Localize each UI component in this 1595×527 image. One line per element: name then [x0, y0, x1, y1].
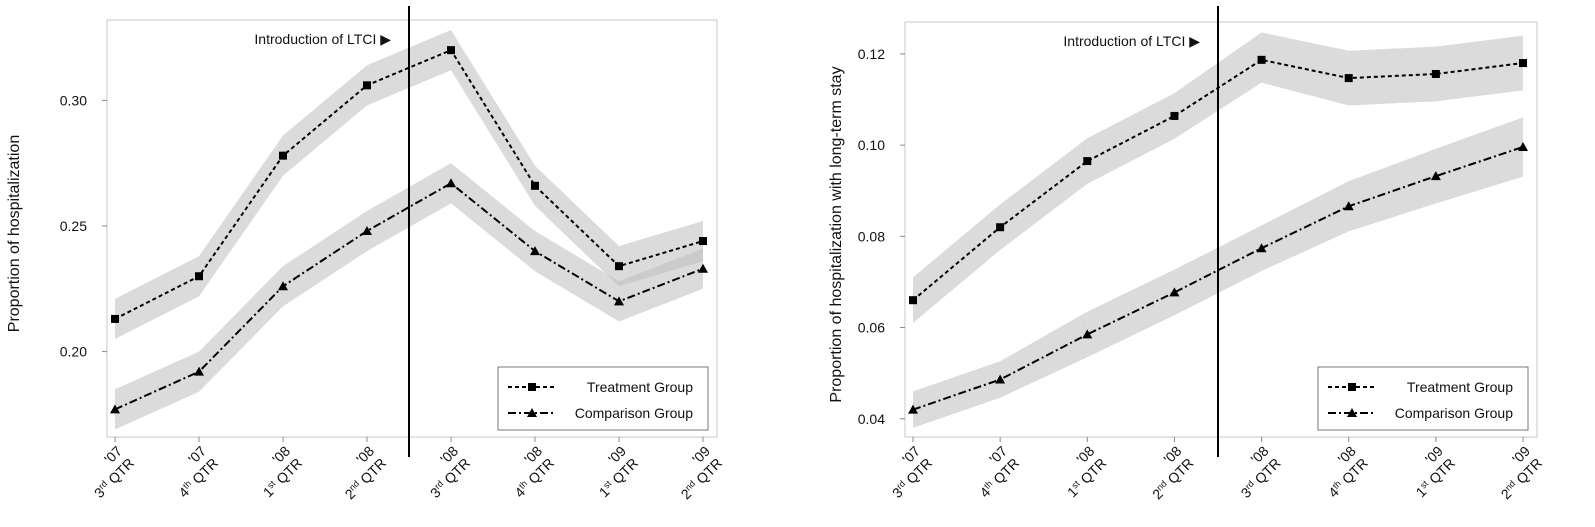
point-marker — [995, 374, 1006, 384]
x-tick-label: '074th QTR — [964, 443, 1022, 501]
x-tick-label: '084th QTR — [1313, 443, 1371, 501]
point-marker — [1170, 111, 1179, 120]
legend-label: Comparison Group — [1395, 405, 1513, 421]
y-tick-label: 0.12 — [858, 46, 885, 62]
x-tick-label: '091st QTR — [1401, 443, 1459, 501]
point-marker — [1430, 171, 1441, 181]
point-marker — [1344, 74, 1353, 83]
x-tick-label: '083rd QTR — [1226, 443, 1284, 501]
point-marker — [362, 226, 372, 236]
y-tick-label: 0.04 — [858, 411, 885, 427]
point-marker — [446, 178, 456, 188]
point-marker — [1519, 59, 1527, 68]
annotation: Introduction of LTCI ▶ — [1063, 33, 1200, 49]
point-marker — [531, 181, 539, 190]
y-tick-label: 0.30 — [60, 92, 87, 108]
point-marker — [195, 272, 203, 281]
confidence-band — [913, 361, 1001, 428]
legend-marker — [1347, 408, 1357, 417]
x-tick-label: '084th QTR — [499, 443, 557, 501]
x-tick-label: '074th QTR — [163, 443, 221, 501]
legend: Treatment Group Comparison Group — [1317, 366, 1529, 431]
point-marker — [363, 81, 371, 90]
legend: Treatment Group Comparison Group — [497, 366, 709, 431]
point-marker — [1431, 69, 1440, 78]
x-tick-label: '091st QTR — [584, 443, 642, 501]
point-marker — [110, 404, 120, 414]
legend-label: Treatment Group — [587, 379, 693, 395]
legend-box — [497, 366, 709, 431]
chart-panel: 0.20 0.25 0.30 Proportion of hospitalizatio… — [6, 6, 725, 502]
x-tick-label: '081st QTR — [248, 443, 306, 501]
point-marker — [614, 296, 624, 306]
confidence-band — [115, 351, 199, 430]
y-tick-label: 0.10 — [858, 137, 885, 153]
x-tick-label: '073rd QTR — [79, 443, 137, 501]
series-line — [912, 58, 1524, 301]
point-marker — [1343, 201, 1354, 211]
confidence-band — [1348, 148, 1436, 232]
point-marker — [996, 223, 1005, 232]
series-line — [114, 182, 704, 411]
confidence-band — [115, 256, 199, 340]
point-marker — [908, 404, 918, 414]
point-marker — [1169, 287, 1180, 297]
confidence-band — [199, 135, 283, 297]
legend-label: Treatment Group — [1407, 379, 1513, 395]
point-marker — [278, 281, 288, 291]
point-marker — [615, 262, 623, 271]
point-marker — [111, 314, 119, 323]
point-marker — [1083, 157, 1092, 166]
x-tick-label: '082nd QTR — [1137, 443, 1197, 503]
y-tick-label: 0.06 — [858, 320, 885, 336]
confidence-band — [1435, 117, 1523, 204]
point-marker — [1082, 329, 1093, 339]
x-tick-label: '081st QTR — [1052, 443, 1110, 501]
y-tick-label: 0.08 — [858, 228, 885, 244]
point-marker — [1256, 243, 1267, 253]
x-tick-label: '083rd QTR — [415, 443, 473, 501]
confidence-band — [1087, 93, 1175, 184]
point-marker — [194, 366, 204, 376]
x-tick-label: '082nd QTR — [330, 443, 390, 503]
point-marker — [279, 151, 287, 160]
plot-frame — [904, 21, 1538, 438]
confidence-band — [1000, 311, 1088, 398]
chart-panel: 0.04 0.06 0.08 0.10 0.12 Proportion of hospit… — [828, 6, 1545, 502]
x-tick-label: '092nd QTR — [1486, 443, 1546, 503]
legend-marker — [528, 383, 536, 391]
point-marker — [698, 263, 708, 273]
confidence-band — [1348, 46, 1436, 106]
y-axis-label: Proportion of hospitalization with long-… — [828, 66, 845, 402]
point-marker — [1518, 141, 1528, 151]
plot-frame — [106, 19, 718, 438]
y-tick-label: 0.20 — [60, 344, 87, 360]
legend-label: Comparison Group — [575, 405, 693, 421]
annotation: Introduction of LTCI ▶ — [254, 31, 391, 47]
legend-marker — [1348, 383, 1356, 391]
confidence-band — [1087, 269, 1175, 358]
confidence-band — [451, 163, 535, 272]
confidence-band — [619, 220, 703, 287]
legend-box — [1317, 366, 1529, 431]
legend-marker — [527, 408, 537, 417]
x-tick-label: '073rd QTR — [877, 443, 935, 501]
point-marker — [530, 246, 540, 256]
confidence-band — [1261, 181, 1349, 271]
point-marker — [699, 237, 707, 246]
x-tick-label: '092nd QTR — [666, 443, 726, 503]
point-marker — [447, 46, 455, 55]
y-tick-label: 0.25 — [60, 218, 87, 234]
point-marker — [909, 296, 917, 305]
series-line — [912, 146, 1524, 411]
point-marker — [1257, 55, 1266, 64]
y-axis-label: Proportion of hospitalization — [6, 135, 23, 332]
